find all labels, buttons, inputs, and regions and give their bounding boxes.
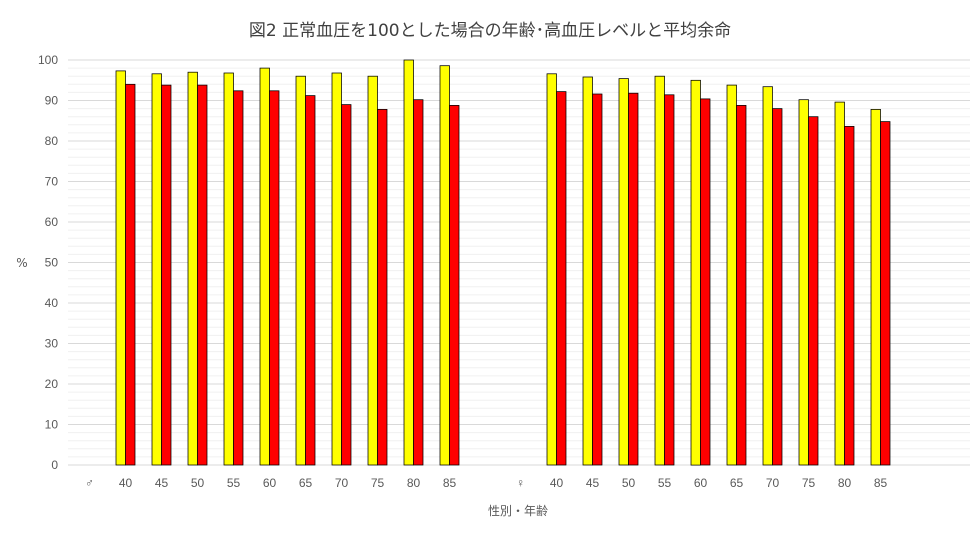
x-tick-label: 45 — [586, 476, 600, 490]
bar — [808, 116, 819, 466]
bar — [690, 79, 701, 466]
y-tick-label: 50 — [45, 256, 59, 270]
bar — [736, 105, 747, 466]
bars — [115, 59, 891, 466]
y-tick-label: 80 — [45, 134, 59, 148]
x-axis-label: 性別・年齢 — [488, 503, 548, 518]
y-tick-label: 60 — [45, 215, 59, 229]
sex-label: ♂ — [85, 476, 94, 490]
bar — [259, 67, 270, 466]
bar — [798, 99, 809, 466]
sex-label: ♀ — [516, 476, 525, 490]
y-tick-label: 90 — [45, 94, 59, 108]
y-tick-label: 100 — [38, 53, 58, 67]
bar — [161, 84, 172, 466]
bar — [151, 73, 162, 466]
x-tick-label: 50 — [191, 476, 205, 490]
x-tick-label: 55 — [658, 476, 672, 490]
x-tick-label: 60 — [263, 476, 277, 490]
bar — [628, 92, 639, 466]
bar — [125, 83, 136, 466]
bar — [546, 73, 557, 466]
bar — [762, 86, 773, 466]
y-tick-label: 30 — [45, 337, 59, 351]
gridlines — [68, 59, 970, 466]
y-tick-labels: 0 10 20 30 40 50 60 70 80 90 100 — [38, 53, 58, 472]
bar — [403, 59, 414, 466]
bar — [269, 90, 280, 466]
bar — [834, 101, 845, 466]
y-axis-label: % — [16, 256, 27, 270]
x-tick-label: 75 — [371, 476, 385, 490]
x-tick-label: 85 — [443, 476, 457, 490]
x-tick-labels: ♂ 40 45 50 55 60 65 70 75 80 85 ♀ 40 45 50 55 60 65 70 75 80… — [85, 476, 887, 490]
bar — [880, 121, 891, 466]
x-tick-label: 70 — [335, 476, 349, 490]
bar — [592, 93, 603, 466]
x-tick-label: 45 — [155, 476, 169, 490]
bar — [726, 84, 737, 466]
bar — [582, 76, 593, 466]
bar — [295, 75, 306, 466]
bar — [700, 98, 711, 466]
bar — [341, 104, 352, 466]
bar — [187, 71, 198, 466]
bar — [331, 72, 342, 466]
x-tick-label: 65 — [299, 476, 313, 490]
x-tick-label: 40 — [550, 476, 564, 490]
bar — [556, 91, 567, 466]
bar — [377, 109, 388, 466]
bar — [870, 109, 881, 466]
x-tick-label: 65 — [730, 476, 744, 490]
bar — [367, 75, 378, 466]
y-tick-label: 20 — [45, 377, 59, 391]
bar — [223, 72, 234, 466]
x-tick-label: 85 — [874, 476, 888, 490]
bar — [439, 65, 450, 466]
y-tick-label: 70 — [45, 175, 59, 189]
x-tick-label: 50 — [622, 476, 636, 490]
y-tick-label: 0 — [51, 458, 58, 472]
bar — [654, 75, 665, 466]
bar — [413, 99, 424, 466]
bar — [664, 94, 675, 466]
x-tick-label: 40 — [119, 476, 133, 490]
y-tick-label: 40 — [45, 296, 59, 310]
x-tick-label: 70 — [766, 476, 780, 490]
bar — [197, 84, 208, 466]
bar — [449, 105, 460, 466]
y-tick-label: 10 — [45, 418, 59, 432]
chart-title: 図2 正常血圧を100とした場合の年齢･高血圧レベルと平均余命 — [249, 21, 731, 41]
bar — [305, 95, 316, 466]
bar — [772, 108, 783, 466]
bar — [844, 126, 855, 466]
bar — [233, 90, 244, 466]
bar — [618, 78, 629, 466]
x-tick-label: 60 — [694, 476, 708, 490]
x-tick-label: 80 — [407, 476, 421, 490]
x-tick-label: 55 — [227, 476, 241, 490]
x-tick-label: 80 — [838, 476, 852, 490]
x-tick-label: 75 — [802, 476, 816, 490]
bar — [115, 70, 126, 466]
